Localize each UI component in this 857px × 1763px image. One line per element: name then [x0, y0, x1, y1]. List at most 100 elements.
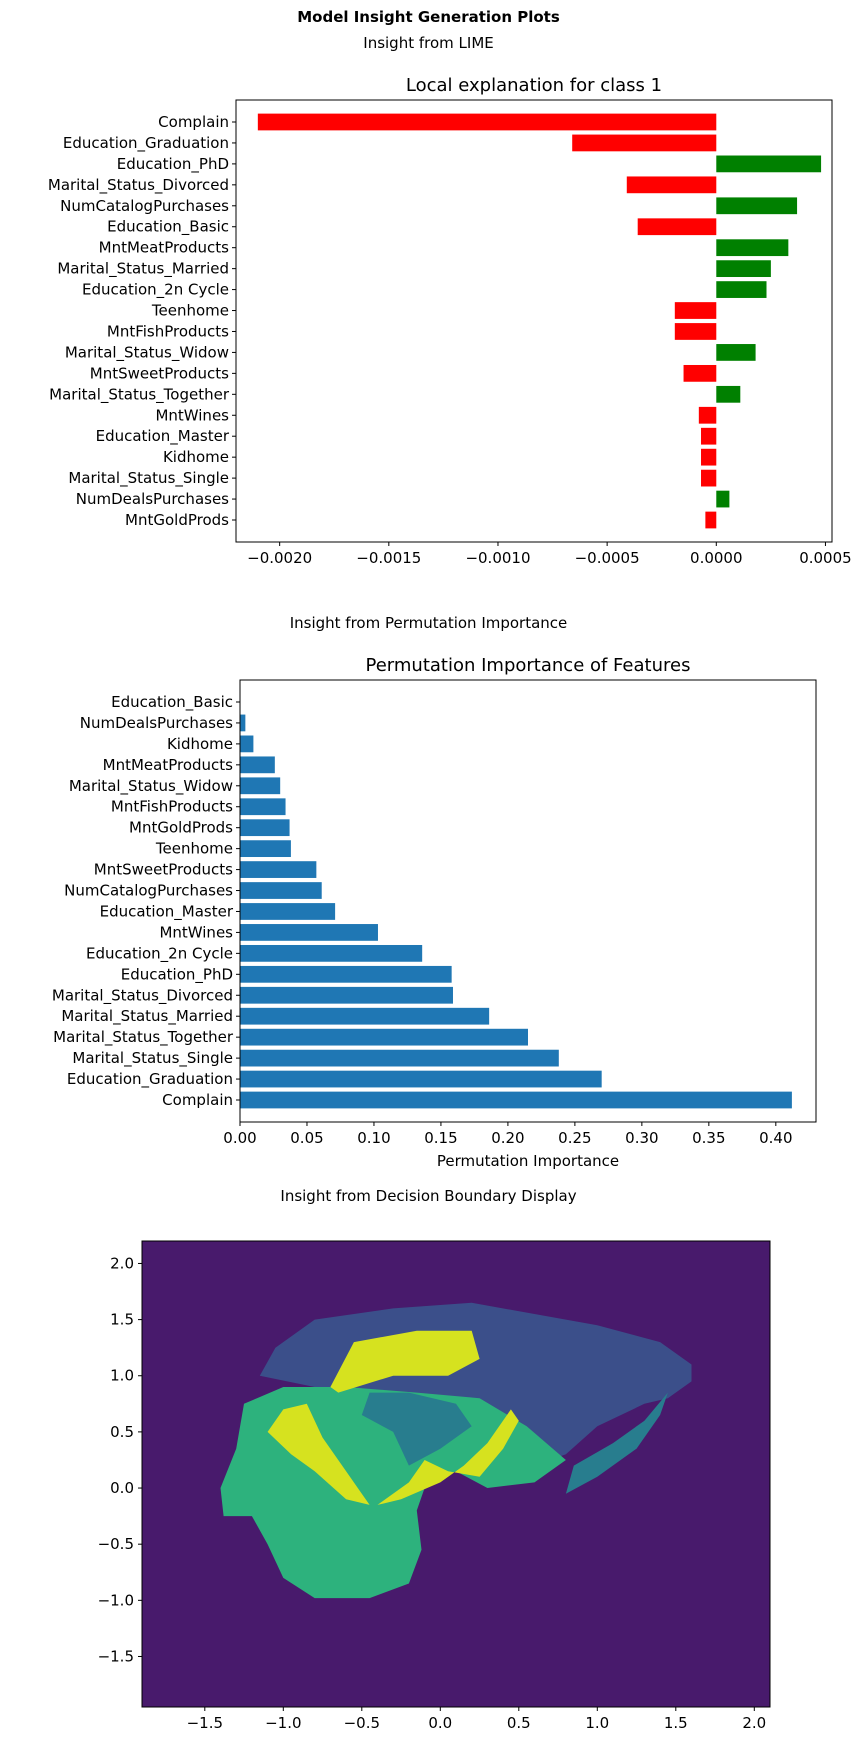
- bar-numdealspurchases: [240, 714, 246, 732]
- plot-frame: [141, 1240, 771, 1708]
- bar-numcatalogpurchases: [716, 197, 798, 215]
- bar-education-graduation: [240, 1070, 602, 1088]
- y-tick-label: Teenhome: [151, 302, 229, 320]
- bar-mntsweetproducts: [683, 364, 717, 382]
- y-tick-label: Education_2n Cycle: [82, 281, 229, 300]
- y-tick-label: Marital_Status_Widow: [69, 777, 233, 796]
- y-tick-label: NumCatalogPurchases: [60, 197, 229, 215]
- bar-marital-status-together: [240, 1028, 528, 1046]
- y-tick-label: 2.0: [110, 1254, 134, 1272]
- chart-title: Local explanation for class 1: [406, 75, 662, 96]
- y-tick-label: MntGoldProds: [125, 511, 229, 529]
- y-tick-label: NumDealsPurchases: [76, 490, 229, 508]
- y-tick-label: MntWines: [155, 406, 229, 424]
- bar-education-basic: [637, 218, 717, 236]
- y-tick-label: Education_Master: [96, 427, 230, 446]
- section-title-boundary: Insight from Decision Boundary Display: [280, 1187, 577, 1205]
- bar-numdealspurchases: [716, 490, 730, 508]
- y-tick-label: −1.0: [98, 1591, 134, 1609]
- bar-marital-status-widow: [240, 777, 281, 795]
- bar-kidhome: [240, 735, 254, 753]
- bar-education-phd: [240, 965, 452, 983]
- y-tick-label: MntFishProducts: [107, 322, 229, 340]
- y-tick-label: Marital_Status_Together: [53, 1028, 234, 1047]
- bar-mntgoldprods: [705, 511, 717, 529]
- x-tick-label: −0.5: [344, 1714, 380, 1732]
- bar-teenhome: [674, 302, 717, 319]
- y-tick-label: Marital_Status_Divorced: [52, 986, 233, 1005]
- y-tick-label: 0.0: [110, 1479, 134, 1497]
- y-tick-label: MntSweetProducts: [90, 364, 229, 382]
- x-tick-label: 0.40: [759, 1129, 792, 1147]
- y-tick-label: Marital_Status_Divorced: [48, 176, 229, 195]
- x-tick-label: 0.5: [507, 1714, 531, 1732]
- bar-marital-status-single: [701, 469, 717, 487]
- bar-mntgoldprods: [240, 819, 290, 837]
- x-tick-label: 0.0005: [799, 549, 852, 567]
- bar-education-2n-cycle: [716, 281, 767, 298]
- bar-mntsweetproducts: [240, 861, 317, 878]
- x-tick-label: 0.10: [357, 1129, 390, 1147]
- region-level2-2: [361, 1392, 472, 1466]
- x-tick-label: −0.0005: [575, 549, 640, 567]
- y-tick-label: Education_2n Cycle: [86, 944, 233, 963]
- x-tick-label: −0.0015: [356, 549, 421, 567]
- y-tick-label: Education_PhD: [117, 155, 229, 174]
- y-tick-label: 0.5: [110, 1423, 134, 1441]
- y-tick-label: −0.5: [98, 1535, 134, 1553]
- y-tick-label: MntFishProducts: [111, 798, 233, 816]
- x-tick-label: 0.30: [625, 1129, 658, 1147]
- y-tick-label: Kidhome: [163, 448, 229, 466]
- x-tick-label: −1.5: [187, 1714, 223, 1732]
- region-level4-4: [330, 1330, 480, 1393]
- lime-chart: Local explanation for class 1 Complain Edu…: [48, 75, 852, 567]
- x-tick-label: 0.15: [424, 1129, 457, 1147]
- y-tick-label: Marital_Status_Single: [72, 1049, 233, 1068]
- bar-marital-status-widow: [716, 344, 756, 361]
- bar-education-master: [240, 903, 336, 920]
- x-tick-label: 0.35: [692, 1129, 725, 1147]
- x-tick-label: 0.25: [558, 1129, 591, 1147]
- x-tick-label: 0.0000: [690, 549, 743, 567]
- y-tick-label: MntMeatProducts: [99, 239, 230, 257]
- y-tick-label: −1.5: [98, 1647, 134, 1665]
- y-tick-label: Kidhome: [167, 735, 233, 753]
- region-level4-5: [267, 1403, 370, 1505]
- bar-marital-status-divorced: [240, 986, 453, 1004]
- plot-frame: [235, 99, 833, 543]
- y-tick-label: MntWines: [159, 923, 233, 941]
- y-tick-label: Education_Master: [100, 902, 234, 921]
- x-tick-label: 1.5: [664, 1714, 688, 1732]
- x-tick-label: −0.0010: [465, 549, 530, 567]
- region-level2-3: [565, 1392, 668, 1494]
- y-tick-label: Complain: [158, 113, 229, 131]
- y-tick-label: Education_Graduation: [63, 134, 229, 153]
- y-tick-label: Complain: [162, 1091, 233, 1109]
- x-tick-label: −0.0020: [247, 549, 312, 567]
- bar-marital-status-together: [716, 385, 741, 403]
- bar-teenhome: [240, 840, 291, 858]
- x-tick-label: 1.0: [585, 1714, 609, 1732]
- x-tick-label: 0.0: [428, 1714, 452, 1732]
- y-tick-label: Education_Basic: [111, 693, 233, 712]
- y-tick-label: 1.5: [110, 1311, 134, 1329]
- y-tick-label: Education_PhD: [121, 965, 233, 984]
- y-tick-label: Marital_Status_Single: [68, 469, 229, 488]
- bar-mntwines: [698, 406, 717, 424]
- bar-mntmeatproducts: [240, 756, 275, 774]
- y-tick-label: Education_Graduation: [67, 1070, 233, 1089]
- x-tick-label: 2.0: [742, 1714, 766, 1732]
- section-title-lime: Insight from LIME: [363, 34, 494, 52]
- y-tick-label: MntMeatProducts: [103, 756, 234, 774]
- y-tick-label: 1.0: [110, 1367, 134, 1385]
- bar-education-phd: [716, 155, 822, 173]
- y-tick-label: Marital_Status_Widow: [65, 343, 229, 362]
- bar-complain: [257, 113, 717, 131]
- bar-education-graduation: [572, 134, 717, 152]
- bar-marital-status-divorced: [626, 176, 717, 194]
- bar-mntfishproducts: [240, 798, 286, 816]
- y-tick-label: Marital_Status_Married: [61, 1007, 233, 1026]
- bar-marital-status-married: [240, 1007, 490, 1025]
- bar-education-master: [701, 427, 717, 445]
- x-tick-label: 0.00: [223, 1129, 256, 1147]
